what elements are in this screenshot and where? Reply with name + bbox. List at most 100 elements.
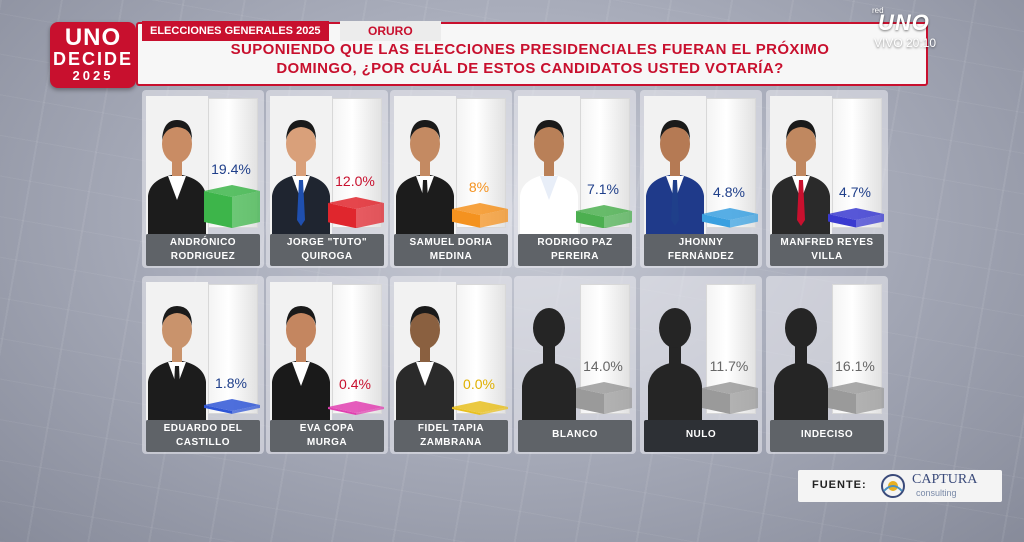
source-sub: consulting: [916, 488, 957, 498]
candidate-name-line-1: RODRIGO PAZ: [537, 237, 613, 248]
live-indicator: VIVO 20:10: [874, 36, 937, 50]
candidate-name-line-2: PEREIRA: [551, 251, 599, 262]
bar-column: [832, 98, 882, 228]
candidate-photo: [146, 96, 208, 234]
result-bar: [328, 400, 384, 415]
percent-label: 11.7%: [709, 358, 749, 374]
candidate-name-line-2: VILLA: [811, 251, 843, 262]
candidate-photo: [270, 282, 332, 420]
candidate-photo: [518, 96, 580, 234]
source-brand: CAPTURA: [912, 472, 978, 487]
candidate-name: FIDEL TAPIA ZAMBRANA: [394, 420, 508, 452]
candidate-card: 4.7% MANFRED REYES VILLA: [766, 90, 888, 268]
candidate-name-line-2: FERNÁNDEZ: [667, 251, 735, 262]
candidate-name-line-1: JORGE "TUTO": [286, 237, 368, 248]
candidate-name: SAMUEL DORIA MEDINA: [394, 234, 508, 266]
candidate-name: EVA COPA MURGA: [270, 420, 384, 452]
percent-label: 16.1%: [835, 358, 875, 374]
bar-column: [706, 98, 756, 228]
bar-column: [208, 284, 258, 414]
candidate-name-line-1: BLANCO: [552, 429, 598, 440]
candidate-name: RODRIGO PAZ PEREIRA: [518, 234, 632, 266]
candidate-name: JORGE "TUTO" QUIROGA: [270, 234, 384, 266]
candidate-photo: [644, 96, 706, 234]
candidate-card: 8% SAMUEL DORIA MEDINA: [390, 90, 512, 268]
candidate-name-line-2: MURGA: [306, 437, 348, 448]
candidate-name-line-1: INDECISO: [800, 429, 854, 440]
result-bar: [576, 204, 632, 228]
candidate-name: ANDRÓNICO RODRIGUEZ: [146, 234, 260, 266]
candidate-photo: [394, 282, 456, 420]
result-bar: [452, 400, 508, 415]
candidate-name: MANFRED REYES VILLA: [770, 234, 884, 266]
uno-decide-logo: UNO DECIDE 2025: [50, 22, 136, 88]
candidate-card: 16.1% INDECISO: [766, 276, 888, 454]
silhouette-icon: [770, 282, 832, 420]
percent-label: 8%: [468, 179, 490, 196]
percent-label: 0.0%: [463, 376, 495, 392]
candidate-photo: [394, 96, 456, 234]
candidate-name-line-1: EVA COPA: [299, 423, 355, 434]
percent-label: 12.0%: [335, 172, 375, 189]
candidate-name: EDUARDO DEL CASTILLO: [146, 420, 260, 452]
candidate-name: BLANCO: [518, 420, 632, 452]
candidate-card: 12.0% JORGE "TUTO" QUIROGA: [266, 90, 388, 268]
source-box: FUENTE: CAPTURA consulting: [798, 470, 1002, 502]
result-bar: [702, 382, 758, 414]
candidate-photo: [146, 282, 208, 420]
election-tag: ELECCIONES GENERALES 2025: [142, 21, 329, 41]
percent-label: 7.1%: [587, 180, 619, 197]
candidate-card: 19.4% ANDRÓNICO RODRIGUEZ: [142, 90, 264, 268]
percent-label: 14.0%: [583, 358, 623, 374]
percent-label: 0.4%: [339, 376, 371, 392]
candidate-card: 14.0% BLANCO: [514, 276, 636, 454]
result-bar: [828, 382, 884, 414]
candidate-card: 11.7% NULO: [640, 276, 762, 454]
result-bar: [452, 203, 508, 228]
bar-column: [332, 284, 382, 414]
candidate-name-line-1: MANFRED REYES: [780, 237, 874, 248]
question-line-1: SUPONIENDO QUE LAS ELECCIONES PRESIDENCI…: [230, 41, 830, 58]
candidate-name: INDECISO: [770, 420, 884, 452]
percent-label: 19.4%: [211, 160, 251, 177]
candidate-name-line-2: CASTILLO: [176, 437, 230, 448]
result-bar: [828, 208, 884, 228]
candidate-name: JHONNY FERNÁNDEZ: [644, 234, 758, 266]
percent-label: 1.8%: [215, 375, 247, 392]
candidate-name-line-2: MEDINA: [429, 251, 473, 262]
candidate-card: 0.4% EVA COPA MURGA: [266, 276, 388, 454]
candidate-name: NULO: [644, 420, 758, 452]
candidate-name-line-1: ANDRÓNICO: [169, 237, 237, 248]
candidate-name-line-2: RODRIGUEZ: [170, 251, 236, 262]
captura-logo-icon: [881, 474, 905, 498]
result-bar: [576, 382, 632, 414]
logo-line-1: UNO: [64, 24, 122, 51]
candidate-card: 4.8% JHONNY FERNÁNDEZ: [640, 90, 762, 268]
result-bar: [702, 208, 758, 228]
candidate-name-line-1: FIDEL TAPIA: [417, 423, 485, 434]
candidate-name-line-2: ZAMBRANA: [420, 437, 482, 448]
bar-column: [456, 284, 506, 414]
candidate-name-line-2: QUIROGA: [301, 251, 353, 262]
percent-label: 4.8%: [713, 184, 745, 201]
candidate-card: 1.8% EDUARDO DEL CASTILLO: [142, 276, 264, 454]
survey-question: SUPONIENDO QUE LAS ELECCIONES PRESIDENCI…: [180, 40, 880, 78]
source-label: FUENTE:: [812, 479, 867, 491]
location-tag: ORURO: [340, 21, 441, 41]
result-bar: [204, 399, 260, 415]
result-bar: [204, 184, 260, 228]
candidate-name-line-1: JHONNY: [678, 237, 724, 248]
candidate-photo: [770, 96, 832, 234]
silhouette-icon: [518, 282, 580, 420]
percent-label: 4.7%: [839, 184, 871, 201]
channel-brand: UNO: [878, 10, 930, 35]
candidate-name-line-1: SAMUEL DORIA: [409, 237, 493, 248]
logo-line-3: 2025: [72, 68, 114, 83]
logo-line-2: DECIDE: [52, 49, 133, 69]
candidate-name-line-1: NULO: [685, 429, 717, 440]
silhouette-icon: [644, 282, 706, 420]
candidate-card: 7.1% RODRIGO PAZ PEREIRA: [514, 90, 636, 268]
candidate-name-line-1: EDUARDO DEL: [163, 423, 243, 434]
candidate-photo: [270, 96, 332, 234]
candidate-card: 0.0% FIDEL TAPIA ZAMBRANA: [390, 276, 512, 454]
